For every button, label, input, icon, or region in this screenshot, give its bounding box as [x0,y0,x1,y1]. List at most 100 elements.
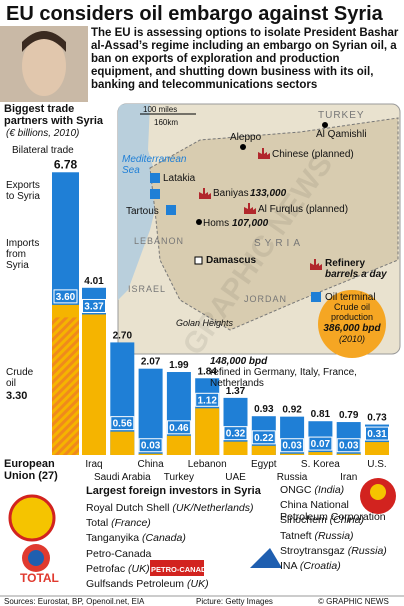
category-label: S. Korea [300,459,340,470]
refinery-capacity: 107,000 [232,218,269,229]
company: Tanganyika [86,532,140,545]
legend-refinery: Refinery [325,258,366,269]
category-label: Russia [276,472,308,483]
bar-imports [195,408,220,455]
category-label: U.S. [367,459,387,470]
sea-label: Mediterranean Sea [122,154,187,176]
capital-marker [194,256,203,265]
company: Sinochem [280,514,327,527]
investor-row: Total (France) [86,517,256,529]
shell-logo [8,494,56,542]
company: Royal Dutch Shell [86,502,170,514]
value-label: 0.93 [254,404,274,415]
photo-face [22,36,66,96]
capital-label: Damascus [206,255,257,266]
city-label: Homs [203,218,230,229]
investor-row: ONGC (India) [280,484,398,496]
value-label: 3.37 [84,301,104,312]
company: Tatneft [280,529,312,542]
value-label: 2.07 [141,357,161,368]
country: (Russia) [314,529,354,542]
country-label: SYRIA [254,238,305,249]
value-label: 0.79 [339,410,359,421]
investor-row: Stroytransgaz (Russia) [280,545,398,557]
value-box [138,438,163,453]
refinery-label: Chinese (planned) [272,149,354,160]
sources: Sources: Eurostat, BP, Openoil.net, EIA [4,597,145,606]
value-box [166,420,191,435]
refined-text: refined in Germany, Italy, France, Nethe… [210,367,357,389]
map-syria [149,117,399,331]
country-label: LEBANON [134,236,185,246]
city-label: Baniyas [213,188,249,199]
city-label: Latakia [163,173,196,184]
company: ONGC [280,484,312,496]
investors-title: Largest foreign investors in Syria [86,485,261,497]
credit: © GRAPHIC NEWS [318,597,389,606]
value-label: 0.31 [367,429,387,440]
petrocanada-logo-text: PETRO-CANADA [151,565,212,574]
value-label: 3.60 [56,292,76,303]
city-dot [196,219,202,225]
category-label: UAE [225,472,246,483]
value-box [223,426,248,441]
value-box [251,430,276,445]
petrocanada-logo [150,560,204,576]
investor-row: Sinochem (China) [280,514,398,526]
legend-total: Bilateral trade [12,145,74,156]
legend-terminal: Oil terminal [325,292,376,303]
value-box [365,426,389,441]
value-label: 0.32 [226,429,246,440]
refinery-icons [199,148,322,270]
country: (UK/Netherlands) [172,502,254,514]
category-label: Iran [340,472,358,483]
bar-imports [280,453,305,455]
picture-credit: Picture: Getty Images [196,597,273,606]
category-label: Iraq [85,459,103,470]
value-box [82,298,106,313]
country: (India) [314,484,345,496]
country: (France) [111,517,151,530]
company: Petro-Canada [86,547,152,560]
value-label: 0.46 [169,423,189,434]
country: (China) [329,514,365,527]
bar-imports [110,431,135,455]
value-label: 0.92 [282,405,302,416]
value-label: 0.81 [311,409,331,420]
value-label: 0.03 [141,441,161,452]
chart-title: Biggest trade partners with Syria [4,103,104,127]
crude-value: 3.30 [6,390,28,402]
investor-row: INA (Croatia) [280,560,398,572]
investor-row: Petro-Canada [86,548,256,560]
bar-imports [166,435,191,455]
bar-imports [336,453,361,455]
country: (UK) [128,562,150,575]
investor-row: Gulfsands Petroleum (UK) [86,578,256,590]
value-label: 0.03 [339,441,359,452]
value-label: 0.73 [367,413,387,424]
bar-crude [52,317,79,455]
refined-value: 148,000 bpd [210,356,268,367]
value-box [336,438,361,453]
country-label: ISRAEL [128,284,167,294]
value-label: 6.78 [54,157,78,171]
production-circle [318,290,386,358]
country: (Russia) [347,544,387,557]
category-label: European Union (27) [4,458,58,482]
map-sea [118,104,160,300]
city-label: Tartous [126,206,159,217]
value-label: 1.12 [197,395,217,406]
category-label: Egypt [251,459,277,470]
production-year: (2010) [338,334,365,344]
value-box [280,438,305,453]
value-label: 4.01 [84,276,104,287]
category-label: China [137,459,164,470]
category-label: Saudi Arabia [93,472,151,483]
company: Petrofac [86,562,126,575]
value-label: 1.99 [169,360,189,371]
terminal-icons [150,173,321,302]
country: (Canada) [142,532,186,545]
category-label: Turkey [163,472,194,483]
